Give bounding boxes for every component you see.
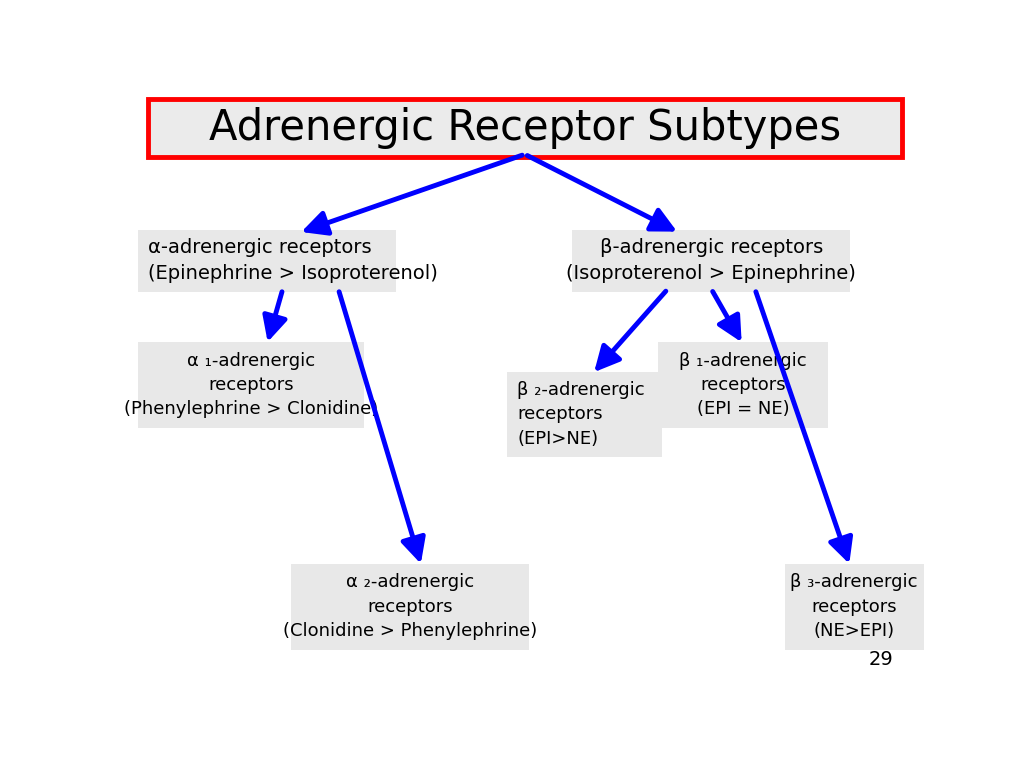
Text: Adrenergic Receptor Subtypes: Adrenergic Receptor Subtypes	[209, 108, 841, 149]
FancyBboxPatch shape	[138, 230, 396, 292]
FancyBboxPatch shape	[138, 342, 365, 428]
Text: β-adrenergic receptors
(Isoproterenol > Epinephrine): β-adrenergic receptors (Isoproterenol > …	[566, 238, 856, 283]
FancyBboxPatch shape	[657, 342, 828, 428]
FancyBboxPatch shape	[784, 564, 924, 650]
Text: α ₁-adrenergic
receptors
(Phenylephrine > Clonidine): α ₁-adrenergic receptors (Phenylephrine …	[124, 352, 378, 419]
Text: α-adrenergic receptors
(Epinephrine > Isoproterenol): α-adrenergic receptors (Epinephrine > Is…	[148, 238, 438, 283]
Text: 29: 29	[869, 650, 894, 669]
Text: α ₂-adrenergic
receptors
(Clonidine > Phenylephrine): α ₂-adrenergic receptors (Clonidine > Ph…	[283, 574, 537, 640]
FancyBboxPatch shape	[291, 564, 528, 650]
Text: β ₁-adrenergic
receptors
(EPI = NE): β ₁-adrenergic receptors (EPI = NE)	[679, 352, 807, 419]
FancyBboxPatch shape	[147, 99, 902, 157]
Text: β ₃-adrenergic
receptors
(NE>EPI): β ₃-adrenergic receptors (NE>EPI)	[791, 574, 918, 640]
FancyBboxPatch shape	[507, 372, 662, 457]
FancyBboxPatch shape	[572, 230, 850, 292]
Text: β ₂-adrenergic
receptors
(EPI>NE): β ₂-adrenergic receptors (EPI>NE)	[517, 381, 645, 448]
